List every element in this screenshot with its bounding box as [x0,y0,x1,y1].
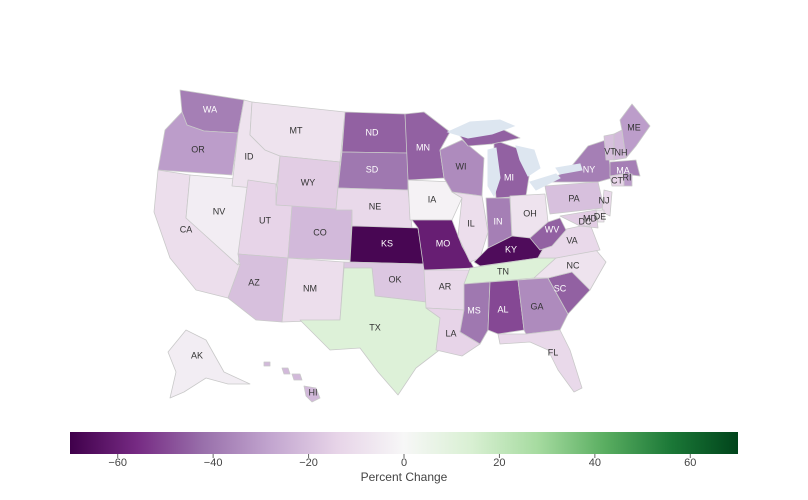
colorbar: −60 −40 −20 0 20 40 60 Percent Change [70,432,738,484]
state-label-WI: WI [456,161,467,171]
state-label-VA: VA [566,235,577,245]
state-DE[interactable] [595,209,605,223]
state-label-OR: OR [191,144,205,154]
colorbar-tick-label: 20 [493,457,505,469]
state-label-CT: CT [611,175,623,185]
state-label-MN: MN [416,142,430,152]
state-label-CO: CO [313,227,327,237]
state-label-MS: MS [467,305,481,315]
state-label-IL: IL [467,218,475,228]
state-label-NM: NM [303,283,317,293]
state-label-LA: LA [445,328,456,338]
colorbar-tick-label: −40 [204,457,223,469]
state-ME[interactable] [619,103,651,159]
state-AL[interactable] [487,279,525,335]
state-label-UT: UT [259,215,271,225]
state-label-ID: ID [245,151,255,161]
state-label-VT: VT [604,146,616,156]
state-label-NE: NE [369,201,382,211]
states-layer [153,89,651,403]
state-WV[interactable] [529,217,567,251]
lake-huron [515,145,541,177]
lake-ontario [555,163,583,175]
state-FL[interactable] [497,329,583,393]
state-label-IA: IA [428,194,437,204]
state-label-OH: OH [523,208,537,218]
state-label-WY: WY [301,177,316,187]
state-label-KS: KS [381,238,393,248]
colorbar-title: Percent Change [361,470,448,484]
state-DC[interactable] [583,219,591,227]
state-label-DE: DE [594,211,607,221]
state-label-ND: ND [366,127,379,137]
colorbar-gradient [70,432,738,454]
state-RI[interactable] [623,173,633,187]
state-label-AZ: AZ [248,277,260,287]
state-label-NC: NC [567,260,580,270]
state-label-NH: NH [615,147,628,157]
state-label-WV: WV [545,224,560,234]
colorbar-tick-label: 40 [589,457,601,469]
colorbar-tick-label: −60 [108,457,127,469]
state-NJ[interactable] [601,189,613,217]
state-label-AR: AR [439,281,452,291]
state-label-TX: TX [369,322,381,332]
great-lakes [446,119,583,198]
state-label-OK: OK [388,274,401,284]
state-label-KY: KY [505,244,517,254]
state-label-GA: GA [530,301,543,311]
colorbar-tick-label: −20 [299,457,318,469]
state-label-SD: SD [366,164,379,174]
state-label-AK: AK [191,350,203,360]
state-label-ME: ME [627,122,641,132]
state-labels: WA OR CA NV ID MT WY UT AZ CO NM ND SD NE KS OK TX MN IA MO… [180,104,641,397]
state-label-CA: CA [180,224,193,234]
state-TX[interactable] [299,267,447,396]
state-label-IN: IN [494,216,503,226]
state-HI[interactable] [303,385,321,403]
lake-superior [446,119,516,139]
colorbar-tick-label: 60 [684,457,696,469]
state-AK[interactable] [167,329,251,399]
state-label-RI: RI [623,172,632,182]
state-label-FL: FL [548,347,559,357]
state-label-AL: AL [497,304,508,314]
lake-erie [529,173,561,191]
state-OR[interactable] [157,111,239,176]
state-HI-islets[interactable] [263,361,303,381]
state-label-NY: NY [583,164,596,174]
state-label-NV: NV [213,206,226,216]
state-label-WA: WA [203,104,217,114]
state-label-MO: MO [436,238,451,248]
state-IL[interactable] [451,191,489,263]
state-label-DC: DC [579,216,592,226]
lake-michigan [487,147,501,198]
state-label-MI: MI [504,172,514,182]
state-label-NJ: NJ [599,195,610,205]
state-label-MA: MA [616,165,630,175]
state-label-PA: PA [568,193,579,203]
state-label-TN: TN [497,266,509,276]
state-label-MD: MD [583,213,597,223]
colorbar-ticks: −60 −40 −20 0 20 40 60 [108,454,696,469]
state-label-MT: MT [290,125,303,135]
state-label-HI: HI [309,387,318,397]
colorbar-tick-label: 0 [401,457,407,469]
state-label-SC: SC [554,283,567,293]
